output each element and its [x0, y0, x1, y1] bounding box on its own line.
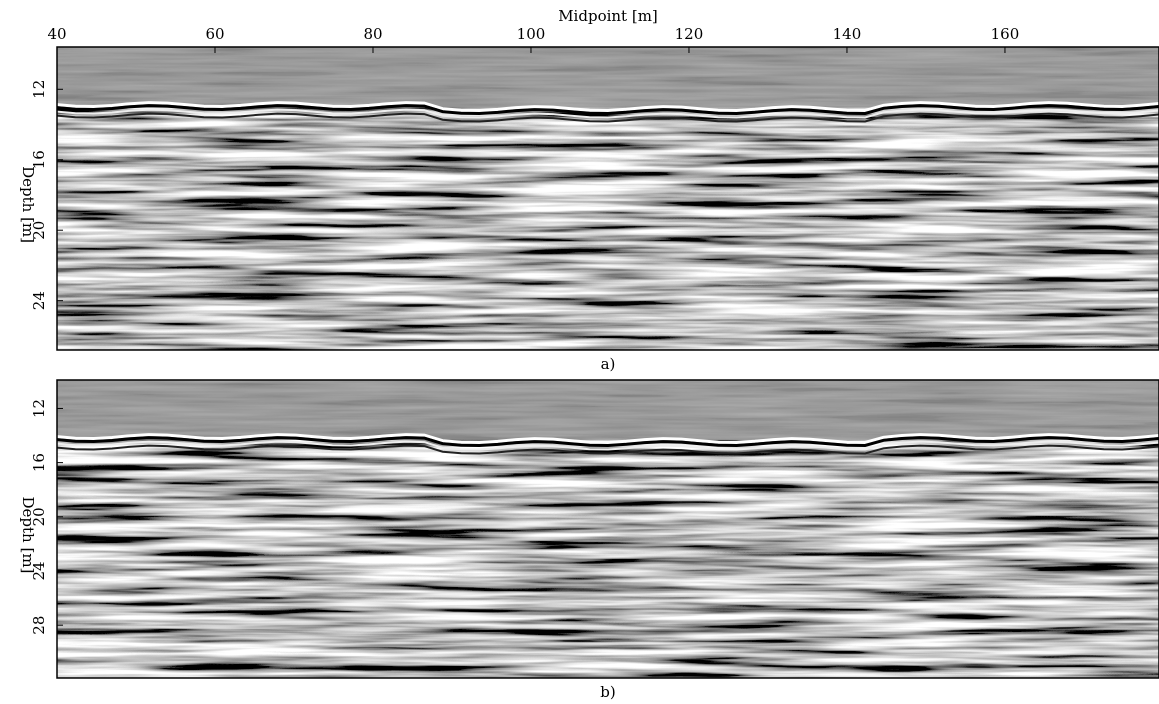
plot-frame [56, 379, 1159, 679]
y-tick-label: 12 [30, 399, 48, 418]
y-tick-label: 24 [30, 291, 48, 310]
x-tick-label: 60 [205, 25, 224, 43]
x-tick-label: 140 [833, 25, 862, 43]
y-axis-label: Depth [m] [19, 497, 37, 574]
x-tick-label: 120 [675, 25, 704, 43]
seafloor-black [56, 112, 1159, 123]
y-tick-label: 28 [30, 616, 48, 635]
seafloor-white [56, 440, 1159, 451]
seafloor-white [56, 433, 1159, 445]
panel-caption: a) [601, 355, 616, 373]
seafloor-black [56, 436, 1159, 448]
y-tick-label: 12 [30, 80, 48, 99]
water-texture [57, 380, 1159, 440]
x-tick-label: 80 [363, 25, 382, 43]
water-texture [57, 47, 1159, 108]
x-tick-label: 40 [47, 25, 66, 43]
y-tick-label: 24 [30, 561, 48, 580]
plot-frame [56, 46, 1159, 351]
seafloor-white [56, 101, 1159, 113]
panel-caption: b) [600, 683, 615, 701]
x-tick-label: 100 [517, 25, 546, 43]
y-tick-label: 16 [30, 150, 48, 169]
x-axis-label: Midpoint [m] [558, 7, 658, 25]
y-tick-label: 20 [30, 221, 48, 240]
seafloor-black [56, 444, 1159, 455]
y-axis-label: Depth [m] [19, 166, 37, 243]
x-tick-label: 160 [991, 25, 1020, 43]
seafloor-black [56, 104, 1159, 116]
y-tick-label: 16 [30, 453, 48, 472]
y-tick-label: 20 [30, 507, 48, 526]
seafloor-white [56, 108, 1159, 119]
